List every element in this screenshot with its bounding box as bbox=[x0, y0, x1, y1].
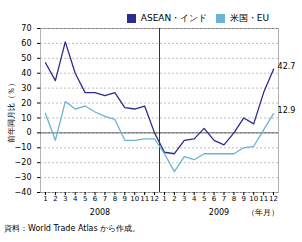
svg-text:11: 11 bbox=[140, 195, 149, 203]
svg-text:12: 12 bbox=[150, 195, 159, 203]
svg-text:10: 10 bbox=[21, 114, 31, 123]
svg-text:−10: −10 bbox=[15, 143, 32, 152]
svg-text:10: 10 bbox=[249, 195, 258, 203]
svg-text:−20: −20 bbox=[15, 158, 32, 167]
svg-text:12: 12 bbox=[269, 195, 278, 203]
svg-text:2: 2 bbox=[172, 195, 176, 203]
svg-text:6: 6 bbox=[212, 195, 217, 203]
svg-text:3: 3 bbox=[182, 195, 186, 203]
svg-text:30: 30 bbox=[21, 84, 31, 93]
svg-text:1: 1 bbox=[43, 195, 47, 203]
svg-text:12.9: 12.9 bbox=[278, 106, 296, 115]
svg-text:50: 50 bbox=[21, 54, 31, 63]
svg-text:前年同月比（％）: 前年同月比（％） bbox=[7, 79, 16, 143]
svg-text:9: 9 bbox=[242, 195, 246, 203]
svg-text:1: 1 bbox=[162, 195, 166, 203]
html-text:ASEAN・インド: ASEAN・インド bbox=[140, 13, 208, 23]
svg-text:20: 20 bbox=[21, 99, 31, 108]
svg-text:2009: 2009 bbox=[209, 208, 229, 217]
svg-text:5: 5 bbox=[83, 195, 87, 203]
svg-text:60: 60 bbox=[21, 39, 31, 48]
svg-text:（年月）: （年月） bbox=[247, 208, 279, 217]
svg-text:7: 7 bbox=[103, 195, 107, 203]
svg-text:4: 4 bbox=[73, 195, 78, 203]
svg-text:3: 3 bbox=[63, 195, 67, 203]
svg-text:2008: 2008 bbox=[90, 208, 110, 217]
svg-text:8: 8 bbox=[232, 195, 236, 203]
svg-text:2: 2 bbox=[53, 195, 57, 203]
svg-text:42.7: 42.7 bbox=[278, 62, 296, 71]
svg-text:40: 40 bbox=[21, 69, 31, 78]
svg-text:5: 5 bbox=[202, 195, 206, 203]
svg-text:6: 6 bbox=[93, 195, 98, 203]
svg-text:11: 11 bbox=[259, 195, 268, 203]
svg-text:10: 10 bbox=[130, 195, 139, 203]
svg-text:7: 7 bbox=[222, 195, 226, 203]
html-text:資料：World Trade Atlas から作成。: 資料：World Trade Atlas から作成。 bbox=[4, 224, 141, 233]
svg-text:0: 0 bbox=[26, 128, 31, 137]
svg-text:−30: −30 bbox=[15, 173, 32, 182]
svg-text:4: 4 bbox=[192, 195, 197, 203]
html-text:米国・EU: 米国・EU bbox=[229, 13, 269, 23]
svg-text:8: 8 bbox=[113, 195, 117, 203]
svg-text:−40: −40 bbox=[15, 188, 32, 197]
svg-text:9: 9 bbox=[123, 195, 127, 203]
svg-text:70: 70 bbox=[21, 24, 31, 33]
